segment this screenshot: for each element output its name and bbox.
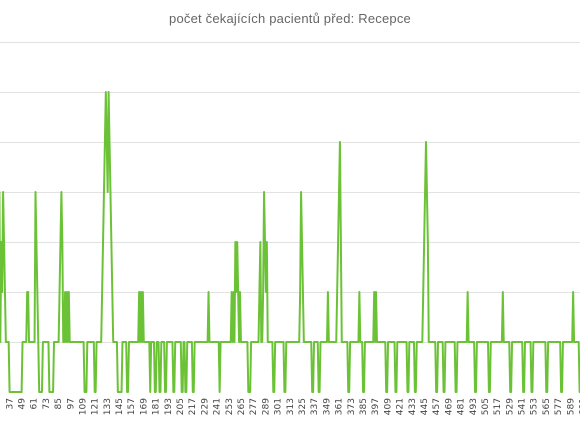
- x-tick-label: 109: [79, 398, 89, 415]
- x-tick-label: 481: [457, 398, 467, 415]
- series-line-layer: [0, 91, 580, 393]
- x-tick-label: 457: [432, 398, 442, 415]
- x-tick-label: 553: [530, 398, 540, 415]
- x-tick-label: 325: [298, 398, 308, 415]
- x-tick-label: 493: [469, 398, 479, 415]
- x-tick-label: 541: [518, 398, 528, 415]
- x-tick-label: 361: [335, 398, 345, 415]
- x-tick-label: 337: [310, 398, 320, 415]
- x-tick-label: 169: [139, 398, 149, 415]
- x-tick-label: 205: [176, 398, 186, 415]
- x-tick-label: 433: [408, 398, 418, 415]
- x-tick-label: 577: [554, 398, 564, 415]
- x-tick-label: 121: [91, 398, 101, 415]
- x-tick-label: 217: [188, 398, 198, 415]
- x-tick-label: 73: [42, 398, 52, 409]
- x-tick-label: 385: [359, 398, 369, 415]
- x-tick-label: 373: [347, 398, 357, 415]
- x-tick-label: 349: [322, 398, 332, 415]
- x-tick-label: 25: [0, 398, 3, 409]
- x-tick-label: 61: [30, 398, 40, 409]
- x-tick-label: 277: [249, 398, 259, 415]
- x-tick-labels: 25 37 49 61 73 85 97 109 121 133 145 157 169 181 193 20…: [0, 398, 580, 415]
- x-tick-label: 313: [286, 398, 296, 415]
- x-tick-label: 565: [542, 398, 552, 415]
- x-tick-label: 265: [237, 398, 247, 415]
- x-tick-label: 241: [213, 398, 223, 415]
- x-tick-label: 97: [66, 398, 76, 409]
- x-tick-label: 157: [127, 398, 137, 415]
- x-tick-label: 517: [493, 398, 503, 415]
- x-tick-label: 421: [396, 398, 406, 415]
- x-tick-label: 133: [103, 398, 113, 415]
- gridlines: [0, 42, 580, 343]
- x-tick-label: 229: [200, 398, 210, 415]
- x-tick-label: 601: [579, 398, 580, 415]
- x-tick-label: 469: [444, 398, 454, 415]
- x-tick-label: 37: [5, 398, 15, 409]
- series-line: [0, 91, 580, 393]
- x-tick-label: 397: [371, 398, 381, 415]
- x-tick-label: 589: [566, 398, 576, 415]
- x-tick-label: 193: [164, 398, 174, 415]
- x-tick-label: 85: [54, 398, 64, 409]
- x-tick-label: 505: [481, 398, 491, 415]
- x-tick-label: 445: [420, 398, 430, 415]
- x-tick-label: 409: [383, 398, 393, 415]
- x-tick-label: 145: [115, 398, 125, 415]
- x-tick-label: 529: [505, 398, 515, 415]
- x-tick-label: 301: [274, 398, 284, 415]
- x-tick-label: 181: [152, 398, 162, 415]
- chart-title: počet čekajících pacientů před: Recepce: [169, 11, 411, 26]
- x-tick-label: 289: [261, 398, 271, 415]
- x-tick-label: 253: [225, 398, 235, 415]
- x-tick-label: 49: [18, 398, 28, 410]
